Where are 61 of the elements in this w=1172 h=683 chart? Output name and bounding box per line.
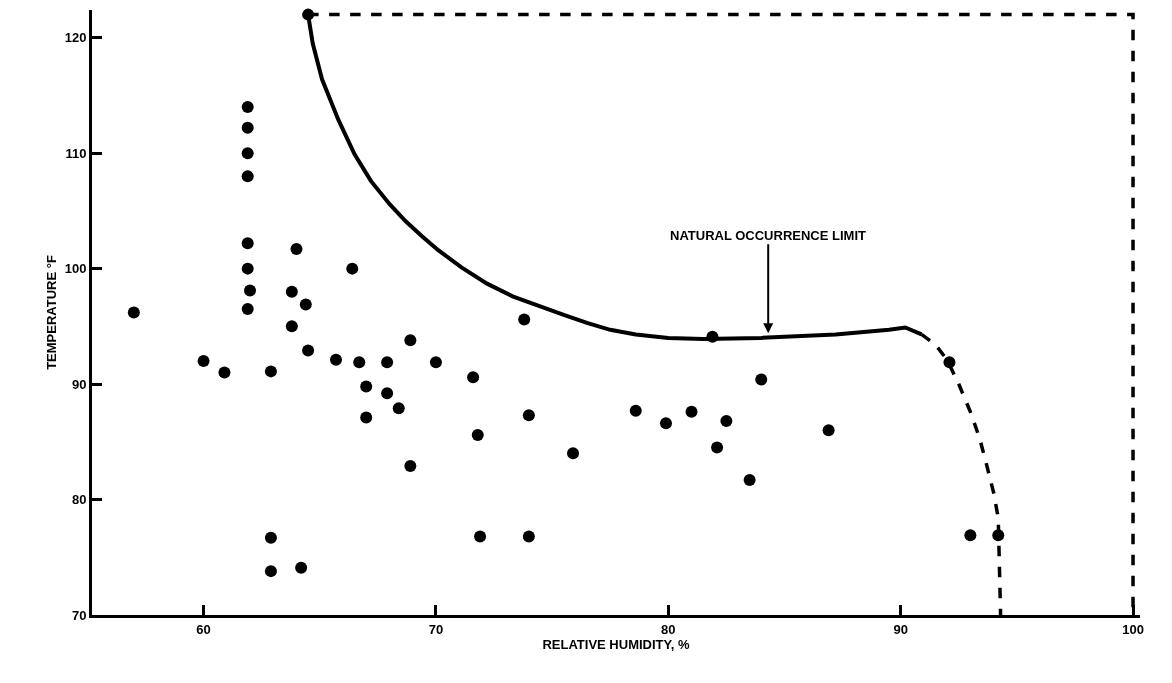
point (241, 100, 254, 113)
point (360, 380, 373, 393)
point (467, 371, 480, 384)
annotation: NATURAL OCCURRENCE LIMIT (670, 228, 867, 243)
point (404, 334, 417, 347)
point (381, 387, 394, 400)
point (822, 424, 835, 437)
point (392, 402, 405, 415)
x-tick-label: 100 (1122, 621, 1144, 637)
point (567, 447, 580, 460)
point (518, 313, 531, 326)
point (474, 530, 487, 543)
y-tick-label: 120 (64, 30, 87, 46)
point (685, 405, 698, 418)
point (471, 428, 484, 441)
point (522, 530, 535, 543)
y-tick-label: 100 (64, 261, 87, 277)
point (360, 411, 373, 424)
point (241, 303, 254, 316)
point (711, 441, 724, 454)
point (429, 356, 442, 369)
point (964, 529, 977, 542)
point (299, 298, 312, 311)
point (244, 284, 257, 297)
point (241, 147, 254, 160)
point (264, 565, 277, 578)
point (295, 561, 308, 574)
point (659, 417, 672, 430)
point (218, 366, 231, 379)
point (522, 409, 535, 422)
point (302, 344, 315, 357)
y-tick-label: 70 (71, 607, 87, 623)
y-axis-title: TEMPERATURE °F (43, 255, 59, 370)
y-tick-label: 80 (71, 492, 87, 508)
point (404, 460, 417, 473)
point (197, 354, 210, 367)
point (264, 365, 277, 378)
point (241, 262, 254, 275)
point (346, 262, 359, 275)
point (381, 356, 394, 369)
y-tick-label: 110 (65, 145, 87, 161)
point (629, 404, 642, 417)
x-tick-label: 70 (428, 621, 444, 637)
point (241, 237, 254, 250)
point (330, 353, 342, 366)
point (353, 356, 366, 369)
point (241, 121, 254, 134)
x-axis-title: RELATIVE HUMIDITY, % (542, 636, 690, 652)
point (755, 373, 768, 386)
point (127, 306, 140, 319)
point (285, 320, 298, 333)
x-tick-label: 60 (196, 621, 211, 637)
y-tick-label: 90 (71, 376, 87, 392)
point (743, 473, 756, 486)
x-tick-label: 80 (661, 621, 676, 637)
point (285, 285, 298, 298)
point (290, 243, 303, 255)
point (720, 415, 733, 428)
point (241, 170, 254, 183)
point (264, 531, 277, 544)
x-tick-label: 90 (893, 621, 908, 637)
